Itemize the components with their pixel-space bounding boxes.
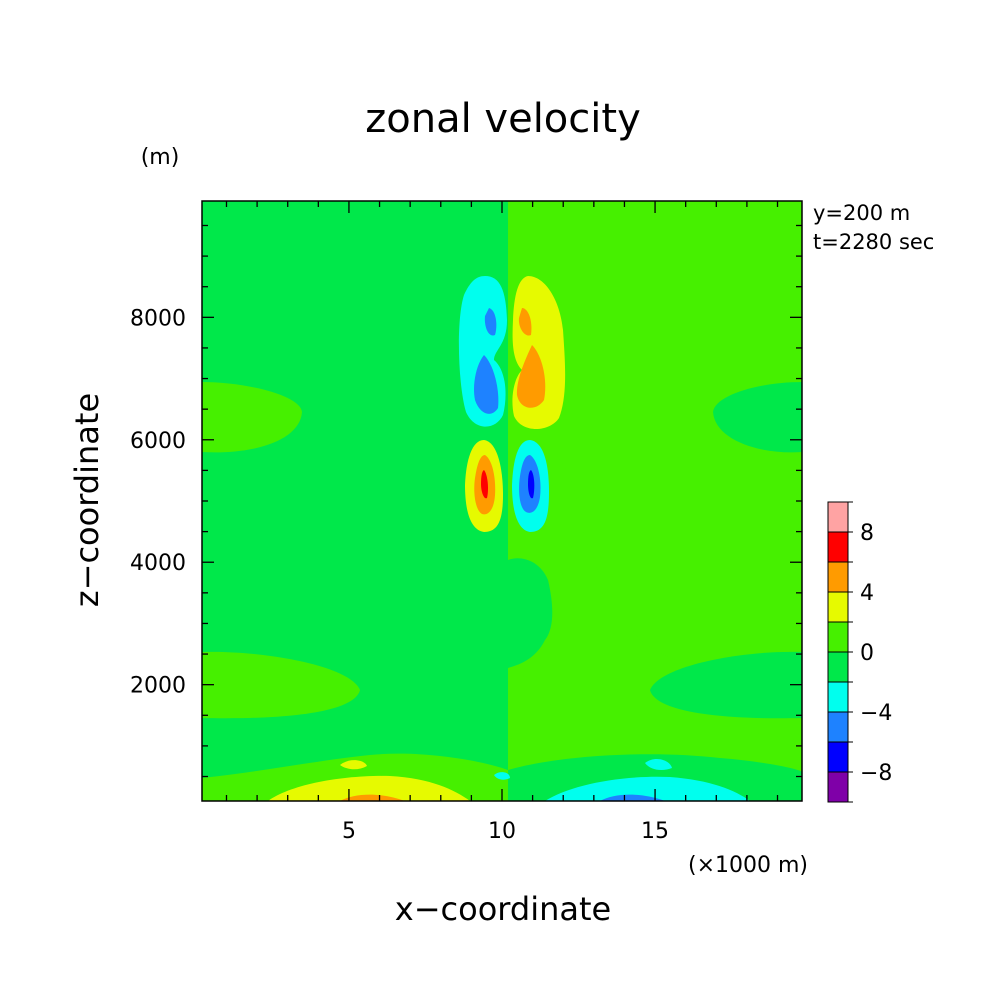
contour-fills: [202, 201, 802, 801]
contour-region: [474, 355, 499, 414]
contour-region: [713, 382, 802, 453]
contour-region: [340, 794, 405, 801]
colorbar-tick-label: 4: [860, 581, 874, 606]
contour-region: [508, 558, 553, 668]
contour-region: [600, 794, 665, 801]
y-axis-tick-labels: 2000 4000 6000 8000: [130, 306, 186, 698]
contour-region: [530, 664, 572, 711]
annotation-t: t=2280 sec: [813, 230, 934, 254]
contour-region: [645, 758, 672, 771]
colorbar-segment: [827, 651, 849, 683]
colorbar-segment: [827, 501, 849, 533]
colorbar-segment: [827, 681, 849, 713]
colorbar-segment: [827, 591, 849, 623]
contour-region: [518, 308, 532, 336]
contour-region: [650, 651, 802, 719]
annotation-y: y=200 m: [813, 201, 910, 225]
colorbar-segment: [827, 741, 849, 773]
contour-region: [202, 728, 360, 759]
x-tick-label: 5: [342, 819, 356, 844]
colorbar-segment: [827, 531, 849, 563]
x-tick-label: 15: [641, 819, 669, 844]
contour-region: [202, 382, 302, 453]
colorbar-tick-label: 0: [860, 641, 874, 666]
colorbar-tick-label: −8: [860, 761, 892, 786]
colorbar-segment: [827, 561, 849, 593]
colorbar-segment: [827, 771, 849, 803]
y-tick-label: 6000: [130, 429, 186, 454]
contour-region: [463, 554, 505, 625]
y-axis-label: z−coordinate: [68, 393, 106, 607]
contour-region: [268, 775, 470, 801]
chart-title: zonal velocity: [365, 96, 641, 142]
x-axis-tick-labels: 5 10 15: [342, 819, 669, 844]
x-tick-label: 10: [488, 819, 516, 844]
annotation-block: y=200 m t=2280 sec: [813, 201, 934, 254]
plot-area: [201, 200, 803, 802]
axis-ticks: [202, 201, 802, 801]
contour-region: [202, 201, 508, 801]
x-axis-label: x−coordinate: [395, 890, 611, 928]
colorbar-tick-label: −4: [860, 701, 892, 726]
contour-region: [528, 470, 535, 499]
colorbar-segment: [827, 621, 849, 653]
contour-region: [445, 663, 485, 712]
contour-region: [516, 345, 546, 408]
contour-region: [202, 651, 360, 719]
x-unit-label: (×1000 m): [688, 853, 808, 878]
colorbar: [827, 501, 853, 803]
contour-region: [494, 772, 510, 780]
y-unit-label: (m): [141, 145, 180, 170]
contour-region: [545, 776, 750, 801]
colorbar-tick-labels: −8 −4 0 4 8: [860, 521, 892, 786]
y-tick-label: 4000: [130, 551, 186, 576]
y-tick-label: 2000: [130, 674, 186, 699]
colorbar-tick-label: 8: [860, 521, 874, 546]
contour-region: [481, 470, 488, 499]
contour-region: [340, 760, 367, 770]
contour-region: [484, 308, 497, 336]
colorbar-segment: [827, 711, 849, 743]
contour-region: [508, 430, 802, 728]
y-tick-label: 8000: [130, 306, 186, 331]
